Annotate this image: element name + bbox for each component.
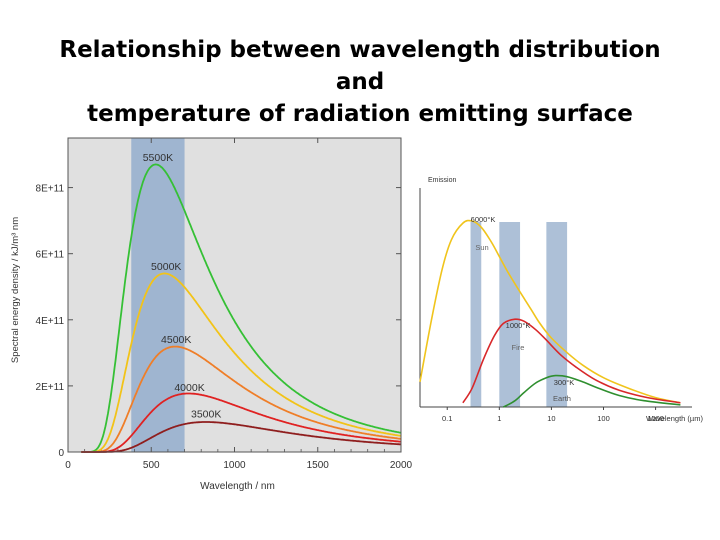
object-label-fire: Fire bbox=[512, 343, 525, 352]
curve-label-5000k: 5000K bbox=[151, 261, 181, 273]
left-x-tick-label: 500 bbox=[143, 460, 160, 471]
curve-3500k bbox=[81, 421, 402, 453]
left-y-tick-label: 6E+11 bbox=[36, 250, 65, 261]
left-x-axis-label: Wavelength / nm bbox=[200, 481, 275, 492]
slide-title-line-2: temperature of radiation emitting surfac… bbox=[87, 101, 633, 127]
right-x-tick-label: 1000 bbox=[647, 414, 664, 423]
emission-curve-sun bbox=[419, 219, 681, 404]
curve-label-3500k: 3500K bbox=[191, 408, 221, 420]
left-x-tick-label: 1000 bbox=[223, 460, 246, 471]
right-x-tick-label: 0.1 bbox=[442, 414, 452, 423]
right-x-tick-label: 10 bbox=[547, 414, 555, 423]
slide-title-line-1: Relationship between wavelength distribu… bbox=[59, 37, 661, 95]
left-plot-frame bbox=[67, 137, 402, 453]
left-x-tick-label: 1500 bbox=[307, 460, 330, 471]
right-x-tick-label: 1 bbox=[497, 414, 501, 423]
curve-5500k bbox=[81, 163, 402, 453]
left-y-tick-label: 2E+11 bbox=[36, 382, 65, 393]
temperature-label-fire: 1000°K bbox=[506, 321, 531, 330]
curve-5000k bbox=[81, 272, 402, 453]
object-label-earth: Earth bbox=[553, 394, 571, 403]
emission-band-3 bbox=[546, 222, 568, 407]
planck-curves-chart: 0 500 1000 1500 2000 0 2E+11 4E+11 6E+11 8E+11 55… bbox=[10, 137, 413, 492]
right-x-axis-label: Wavelength (µm) bbox=[646, 414, 703, 423]
left-x-tick-label: 0 bbox=[65, 460, 71, 471]
emission-curve-fire bbox=[462, 318, 681, 404]
right-x-tick-label: 100 bbox=[597, 414, 610, 423]
emission-curve-earth bbox=[503, 374, 681, 408]
object-label-sun: Sun bbox=[475, 243, 488, 252]
left-y-tick-label: 8E+11 bbox=[36, 184, 65, 195]
slide-title: Relationship between wavelength distribu… bbox=[40, 34, 680, 130]
temperature-label-earth: 300°K bbox=[554, 378, 575, 387]
emission-band-2 bbox=[499, 222, 521, 407]
left-y-axis-label: Spectral energy density / kJ/m³ nm bbox=[10, 217, 21, 363]
emission-band-1 bbox=[470, 222, 482, 407]
left-x-tick-label: 2000 bbox=[390, 460, 413, 471]
curve-4500k bbox=[81, 345, 402, 453]
right-y-axis-label: Emission bbox=[428, 177, 457, 184]
left-y-tick-label: 0 bbox=[58, 448, 64, 459]
left-y-tick-label: 4E+11 bbox=[36, 316, 65, 327]
curve-label-4500k: 4500K bbox=[161, 334, 191, 346]
curve-label-4000k: 4000K bbox=[174, 382, 204, 394]
temperature-label-sun: 6000°K bbox=[471, 215, 496, 224]
curve-4000k bbox=[81, 392, 402, 453]
curve-label-5500k: 5500K bbox=[143, 152, 173, 164]
